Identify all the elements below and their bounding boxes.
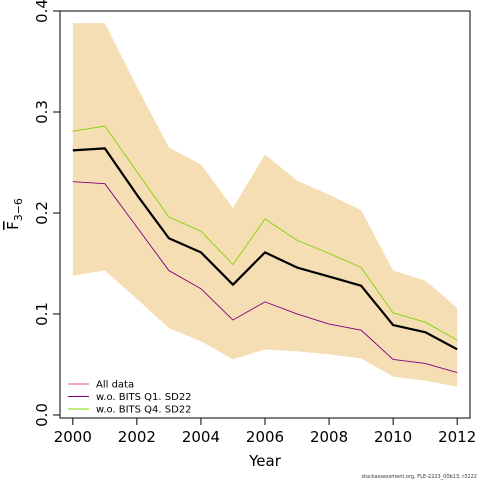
legend-label-0: All data bbox=[96, 380, 134, 391]
confidence-band bbox=[72, 23, 458, 387]
x-tick-label-4: 2008 bbox=[310, 428, 348, 446]
series-layer bbox=[72, 125, 458, 373]
y-axis-title-subscript: 3−6 bbox=[12, 198, 25, 221]
x-tick-label-2: 2004 bbox=[182, 428, 220, 446]
y-axis-title: F3−6 bbox=[4, 198, 25, 230]
y-tick-label-4: 0.4 bbox=[33, 0, 51, 23]
x-tick-label-1: 2002 bbox=[118, 428, 156, 446]
confidence-band-layer bbox=[72, 23, 458, 387]
x-tick-label-5: 2010 bbox=[374, 428, 412, 446]
y-tick-label-2: 0.2 bbox=[33, 201, 51, 225]
series-line-0 bbox=[72, 147, 458, 351]
legend-label-2: w.o. BITS Q4. SD22 bbox=[96, 405, 192, 416]
x-tick-label-3: 2006 bbox=[246, 428, 284, 446]
series-line-2 bbox=[72, 125, 458, 341]
series-line-1 bbox=[72, 181, 458, 373]
svg-text:F3−6: F3−6 bbox=[4, 198, 25, 230]
footer-note: stockassessment.org, FLE-2223_00b13, r32… bbox=[362, 474, 478, 480]
y-tick-label-0: 0.0 bbox=[33, 403, 51, 427]
axes-layer: 2000 2002 2004 2006 2008 2010 2012 0.0 0.1 0.2 0.3… bbox=[33, 0, 476, 446]
x-axis-title: Year bbox=[248, 452, 282, 470]
x-tick-label-6: 2012 bbox=[438, 428, 476, 446]
y-tick-label-1: 0.1 bbox=[33, 302, 51, 326]
y-axis-title-main: F bbox=[4, 221, 22, 230]
x-tick-label-0: 2000 bbox=[54, 428, 92, 446]
legend-label-1: w.o. BITS Q1. SD22 bbox=[96, 392, 192, 403]
y-tick-label-3: 0.3 bbox=[33, 100, 51, 124]
